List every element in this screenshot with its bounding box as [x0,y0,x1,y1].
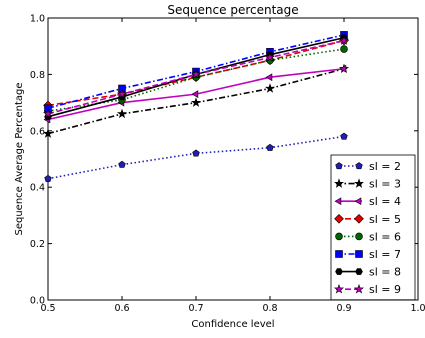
legend-marker [334,214,344,224]
y-tick-label: 0.0 [30,296,45,307]
y-tick-label: 0.2 [30,239,45,250]
data-point [340,132,348,140]
legend-marker [353,178,365,188]
legend-label: sl = 9 [369,283,401,296]
x-tick-label: 0.6 [114,303,129,314]
data-point [190,97,202,107]
legend-label: sl = 7 [369,248,401,261]
series-3 [43,64,347,124]
data-point [265,73,273,82]
legend-marker [353,283,365,294]
series-line [47,39,345,107]
legend-marker [355,268,363,275]
legend-marker [355,162,363,170]
legend-marker [335,250,343,258]
legend-label: sl = 6 [369,230,401,243]
y-tick-label: 0.4 [30,183,45,194]
x-tick-label: 0.9 [336,303,351,314]
legend-marker [333,283,345,294]
data-point [192,149,200,157]
legend-entry: sl = 5 [334,213,401,226]
data-point [44,174,52,182]
series-layer [42,31,350,182]
legend-marker [333,178,345,188]
legend-entry: sl = 8 [335,266,401,279]
x-tick-label: 0.5 [40,303,55,314]
legend-entry: sl = 4 [334,195,401,208]
legend: sl = 2 sl = 3 sl = 4 sl = 5 sl = 6 sl = 7 sl =… [330,154,416,301]
data-point [118,160,126,168]
data-point [340,45,348,53]
y-axis-label: Sequence Average Percentage [14,82,25,235]
legend-marker [334,197,342,206]
legend-label: sl = 4 [369,195,401,208]
legend-entry: sl = 6 [335,230,401,243]
legend-marker [335,268,343,275]
data-point [338,35,350,45]
y-tick-label: 1.0 [30,14,45,25]
legend-entry: sl = 7 [335,248,401,261]
y-tick-label: 0.8 [30,70,45,81]
y-axis: 0.0 0.2 0.4 0.6 0.8 1.0 [30,14,418,307]
y-tick-label: 0.6 [30,126,45,137]
legend-marker [354,214,364,224]
data-point [339,64,347,73]
chart-title: Sequence percentage [167,3,298,17]
series-8 [42,35,350,119]
legend-marker [355,232,363,241]
x-tick-label: 1.0 [410,303,425,314]
data-point [42,128,54,138]
legend-marker [335,232,343,241]
legend-label: sl = 5 [369,213,401,226]
x-tick-label: 0.8 [262,303,277,314]
legend-marker [354,197,362,206]
data-point [264,83,276,93]
data-point [116,108,128,119]
legend-box [330,154,416,301]
legend-marker [335,162,343,170]
series-1 [44,132,348,182]
x-tick-label: 0.7 [188,303,203,314]
legend-entry: sl = 3 [333,178,401,191]
data-point [190,69,202,79]
data-point [42,108,54,119]
legend-entry: sl = 9 [333,283,401,296]
data-point [116,88,128,99]
data-point [266,143,274,151]
x-axis-label: Confidence level [191,319,274,330]
legend-label: sl = 8 [369,266,401,279]
legend-label: sl = 3 [369,178,401,191]
legend-marker [355,250,363,258]
data-point [191,90,199,98]
legend-entry: sl = 2 [335,160,401,173]
data-point [264,52,276,62]
series-line [47,135,345,180]
legend-label: sl = 2 [369,160,401,173]
